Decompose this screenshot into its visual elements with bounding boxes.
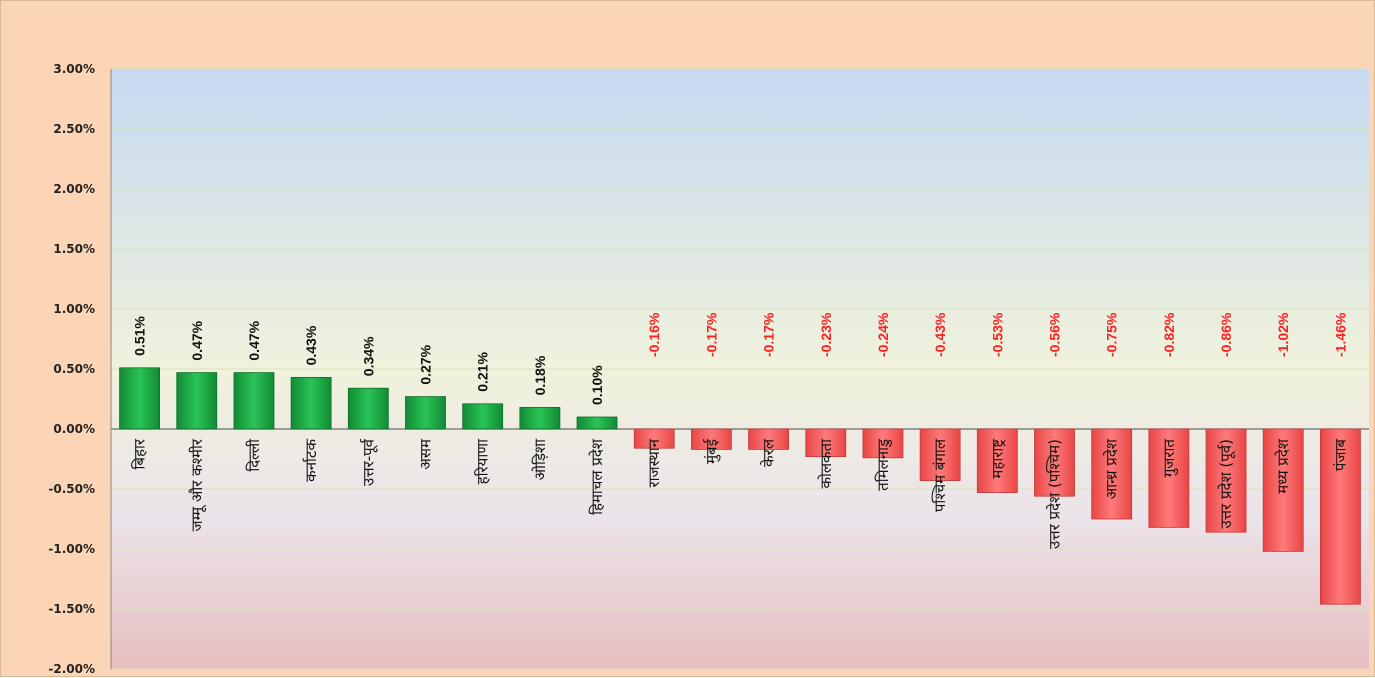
category-label: उत्तर प्रदेश (पूर्व)	[1217, 439, 1236, 529]
category-label: गुजरात	[1160, 439, 1179, 478]
data-label: 0.51%	[132, 316, 148, 356]
category-label: राजस्थान	[645, 438, 663, 487]
bar	[805, 428, 847, 458]
y-tick-label: -2.00%	[48, 662, 95, 676]
category-label: उत्तर-पूर्व	[359, 438, 378, 486]
data-label: -0.56%	[1047, 312, 1063, 357]
y-tick-label: 0.50%	[53, 362, 95, 376]
category-label: आन्ध्र प्रदेश	[1103, 438, 1121, 499]
category-label: कोलकता	[817, 438, 835, 489]
category-label: कर्नाटक	[302, 439, 320, 482]
bar	[690, 428, 732, 450]
category-label: महाराष्ट्र	[988, 439, 1006, 479]
data-label: 0.27%	[418, 344, 434, 384]
bar	[1205, 428, 1247, 533]
category-label: दिल्ली	[245, 438, 263, 472]
bar	[1148, 428, 1190, 528]
bar	[405, 396, 446, 430]
data-label: -0.17%	[703, 312, 719, 357]
data-label: 0.18%	[532, 355, 548, 395]
data-label: 0.47%	[189, 320, 205, 360]
gridlines	[111, 68, 1369, 670]
bar	[1319, 428, 1361, 605]
data-label: -0.24%	[875, 312, 891, 357]
bar	[576, 416, 618, 430]
bar	[1091, 428, 1133, 520]
data-label: -0.16%	[646, 312, 662, 357]
bar	[519, 406, 561, 430]
data-label: -1.02%	[1275, 312, 1291, 357]
category-label: केरल	[760, 438, 778, 467]
data-label: 0.43%	[303, 325, 319, 365]
y-tick-label: -0.50%	[48, 482, 95, 496]
category-label: पश्चिम बंगाल	[931, 438, 949, 512]
bar	[1034, 428, 1075, 497]
data-label: 0.47%	[246, 320, 262, 360]
category-label: उत्तर प्रदेश (पश्चिम)	[1046, 439, 1064, 549]
category-labels: बिहार जम्मू और कश्मीर दिल्ली कर्नाटक उत्तर-प…	[131, 438, 1350, 549]
bar	[176, 372, 218, 430]
bar	[633, 428, 675, 449]
category-label: पंजाब	[1331, 439, 1349, 472]
bar	[462, 403, 504, 430]
category-label: हिमाचल प्रदेश	[588, 438, 606, 515]
y-tick-label: 3.00%	[53, 62, 95, 76]
bar	[919, 428, 961, 481]
data-label: -0.75%	[1104, 312, 1120, 357]
category-label: तमिलनाडु	[874, 438, 893, 491]
y-tick-label: -1.00%	[48, 542, 95, 556]
category-label: बिहार	[131, 438, 149, 469]
y-axis: 3.00% 2.50% 2.00% 1.50% 1.00% 0.50% 0.00% -0.50…	[48, 62, 112, 676]
data-label: 0.10%	[589, 365, 605, 405]
data-label: -0.86%	[1218, 312, 1234, 357]
category-label: ओड़िशा	[531, 438, 549, 480]
category-label: जम्मू और कश्मीर	[188, 438, 207, 531]
data-label: 0.21%	[475, 352, 491, 392]
y-tick-label: 1.50%	[53, 242, 95, 256]
data-label: -0.23%	[818, 312, 834, 357]
data-label: -0.17%	[761, 312, 777, 357]
category-label: मध्य प्रदेश	[1274, 438, 1292, 494]
data-label: 0.34%	[360, 336, 376, 376]
bar	[347, 387, 389, 430]
y-tick-label: 2.50%	[53, 122, 95, 136]
category-label: हरियाणा	[474, 438, 492, 484]
bar	[290, 376, 332, 430]
bar	[233, 372, 275, 430]
y-tick-label: 0.00%	[53, 422, 95, 436]
y-tick-label: 1.00%	[53, 302, 95, 316]
data-label: -0.43%	[932, 312, 948, 357]
bar	[976, 428, 1018, 493]
bar	[748, 428, 790, 450]
data-labels: 0.51% 0.47% 0.47% 0.43% 0.34% 0.27% 0.21% 0.18%…	[132, 312, 1349, 405]
data-label: -0.82%	[1161, 312, 1177, 357]
bar	[1262, 428, 1304, 552]
y-tick-label: -1.50%	[48, 602, 95, 616]
category-label: मुंबई	[702, 438, 721, 464]
bar	[119, 367, 161, 430]
y-tick-label: 2.00%	[53, 182, 95, 196]
data-label: -0.53%	[989, 312, 1005, 357]
category-label: असम	[417, 438, 435, 470]
bar	[862, 428, 904, 459]
bars	[119, 367, 1361, 605]
data-label: -1.46%	[1332, 312, 1348, 357]
